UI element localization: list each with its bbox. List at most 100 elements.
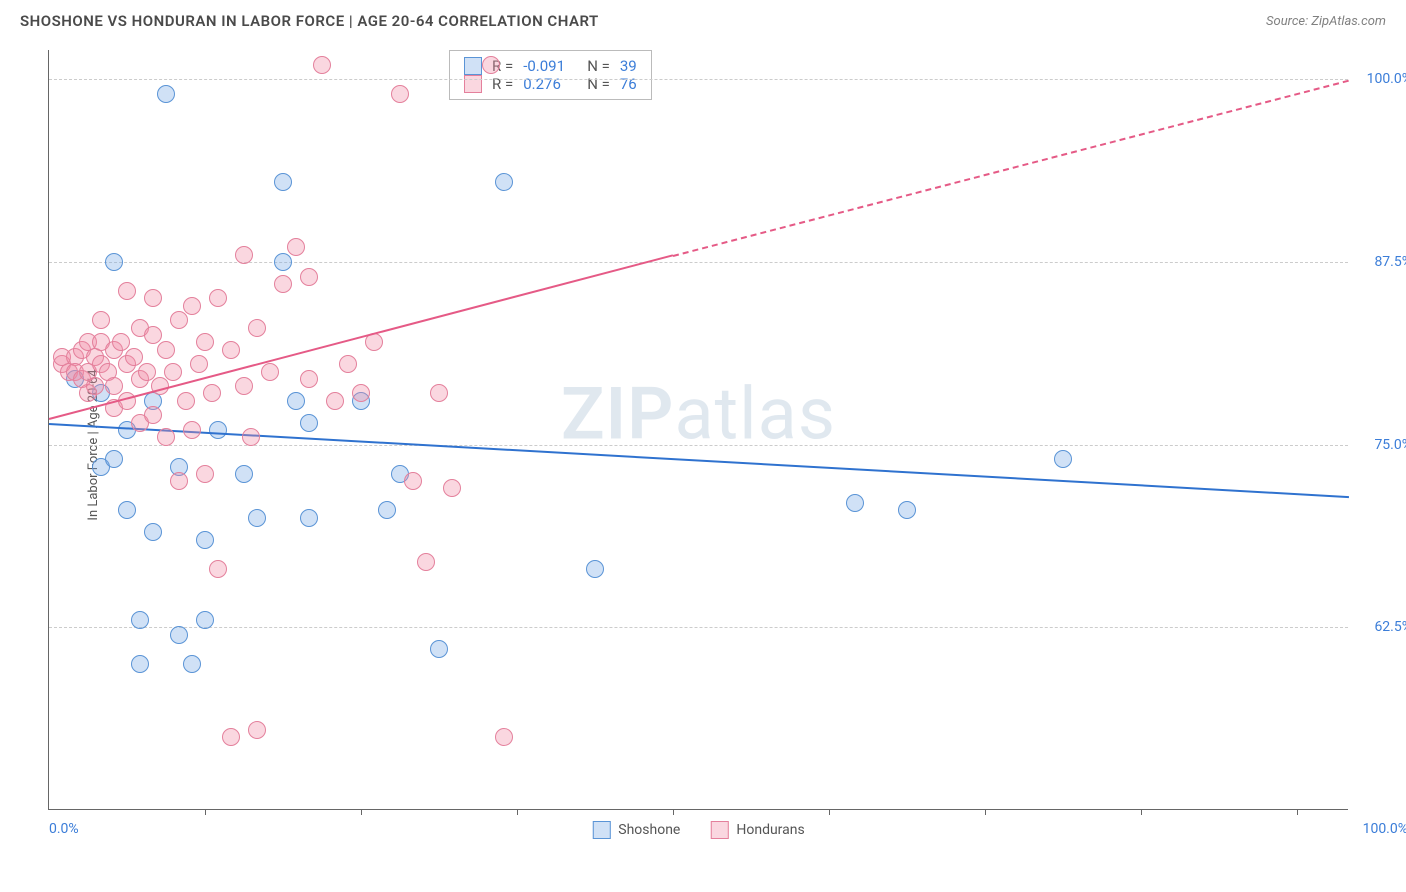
scatter-point — [144, 326, 162, 344]
scatter-point — [378, 501, 396, 519]
y-tick-label: 100.0% — [1367, 71, 1406, 87]
scatter-point — [196, 465, 214, 483]
plot-area: ZIPatlas R =-0.091N =39R =0.276N =76 0.0… — [48, 50, 1348, 810]
scatter-point — [138, 363, 156, 381]
chart-container: In Labor Force | Age 20-64 ZIPatlas R =-… — [48, 50, 1388, 840]
scatter-point — [118, 282, 136, 300]
trend-line — [673, 79, 1349, 256]
scatter-point — [203, 384, 221, 402]
scatter-point — [300, 414, 318, 432]
scatter-point — [235, 465, 253, 483]
scatter-point — [391, 85, 409, 103]
scatter-point — [495, 728, 513, 746]
scatter-point — [105, 253, 123, 271]
stat-n-value: 39 — [620, 57, 637, 75]
gridline-h — [49, 445, 1348, 446]
x-tick — [517, 809, 518, 815]
stat-r-value: 0.276 — [523, 75, 577, 93]
scatter-point — [300, 370, 318, 388]
scatter-point — [242, 428, 260, 446]
scatter-point — [261, 363, 279, 381]
stat-r-value: -0.091 — [523, 57, 577, 75]
scatter-point — [112, 333, 130, 351]
scatter-point — [118, 501, 136, 519]
scatter-point — [131, 655, 149, 673]
scatter-point — [105, 450, 123, 468]
chart-title: SHOSHONE VS HONDURAN IN LABOR FORCE | AG… — [20, 12, 599, 30]
y-tick-label: 75.0% — [1374, 437, 1406, 453]
scatter-point — [248, 509, 266, 527]
scatter-point — [300, 268, 318, 286]
scatter-point — [131, 611, 149, 629]
legend-label: Hondurans — [736, 822, 804, 838]
scatter-point — [222, 341, 240, 359]
scatter-point — [846, 494, 864, 512]
scatter-point — [300, 509, 318, 527]
stat-n-label: N = — [587, 57, 610, 75]
scatter-point — [183, 297, 201, 315]
scatter-point — [430, 640, 448, 658]
scatter-point — [430, 384, 448, 402]
scatter-point — [352, 384, 370, 402]
scatter-point — [170, 626, 188, 644]
scatter-point — [190, 355, 208, 373]
scatter-point — [157, 85, 175, 103]
gridline-h — [49, 79, 1348, 80]
scatter-point — [1054, 450, 1072, 468]
scatter-point — [274, 275, 292, 293]
scatter-point — [287, 392, 305, 410]
legend-swatch — [464, 57, 482, 75]
scatter-point — [196, 333, 214, 351]
legend-label: Shoshone — [618, 822, 680, 838]
scatter-point — [235, 377, 253, 395]
scatter-point — [235, 246, 253, 264]
y-tick-label: 87.5% — [1374, 254, 1406, 270]
scatter-point — [92, 311, 110, 329]
x-tick — [985, 809, 986, 815]
scatter-point — [177, 392, 195, 410]
scatter-point — [222, 728, 240, 746]
scatter-point — [209, 421, 227, 439]
y-tick-label: 62.5% — [1374, 619, 1406, 635]
scatter-point — [482, 56, 500, 74]
scatter-point — [417, 553, 435, 571]
scatter-point — [196, 611, 214, 629]
scatter-point — [339, 355, 357, 373]
x-tick — [1297, 809, 1298, 815]
scatter-point — [125, 348, 143, 366]
scatter-point — [586, 560, 604, 578]
x-tick — [1141, 809, 1142, 815]
scatter-point — [443, 479, 461, 497]
scatter-point — [144, 406, 162, 424]
scatter-point — [287, 238, 305, 256]
scatter-point — [313, 56, 331, 74]
scatter-point — [157, 428, 175, 446]
source-attribution: Source: ZipAtlas.com — [1266, 14, 1386, 29]
legend-item: Shoshone — [592, 821, 680, 839]
scatter-point — [898, 501, 916, 519]
scatter-point — [274, 173, 292, 191]
legend-swatch — [464, 75, 482, 93]
stat-row: R =0.276N =76 — [464, 75, 637, 93]
stat-r-label: R = — [492, 75, 513, 93]
legend-swatch — [592, 821, 610, 839]
x-tick — [361, 809, 362, 815]
scatter-point — [183, 655, 201, 673]
scatter-point — [170, 472, 188, 490]
x-tick — [205, 809, 206, 815]
gridline-h — [49, 627, 1348, 628]
legend-item: Hondurans — [710, 821, 804, 839]
scatter-point — [144, 289, 162, 307]
scatter-point — [105, 377, 123, 395]
legend: Shoshone Hondurans — [592, 821, 804, 839]
scatter-point — [326, 392, 344, 410]
x-tick — [829, 809, 830, 815]
scatter-point — [248, 319, 266, 337]
stat-n-label: N = — [587, 75, 610, 93]
scatter-point — [170, 311, 188, 329]
x-axis-min-label: 0.0% — [49, 821, 79, 837]
scatter-point — [209, 560, 227, 578]
scatter-point — [209, 289, 227, 307]
scatter-point — [157, 341, 175, 359]
x-tick — [673, 809, 674, 815]
